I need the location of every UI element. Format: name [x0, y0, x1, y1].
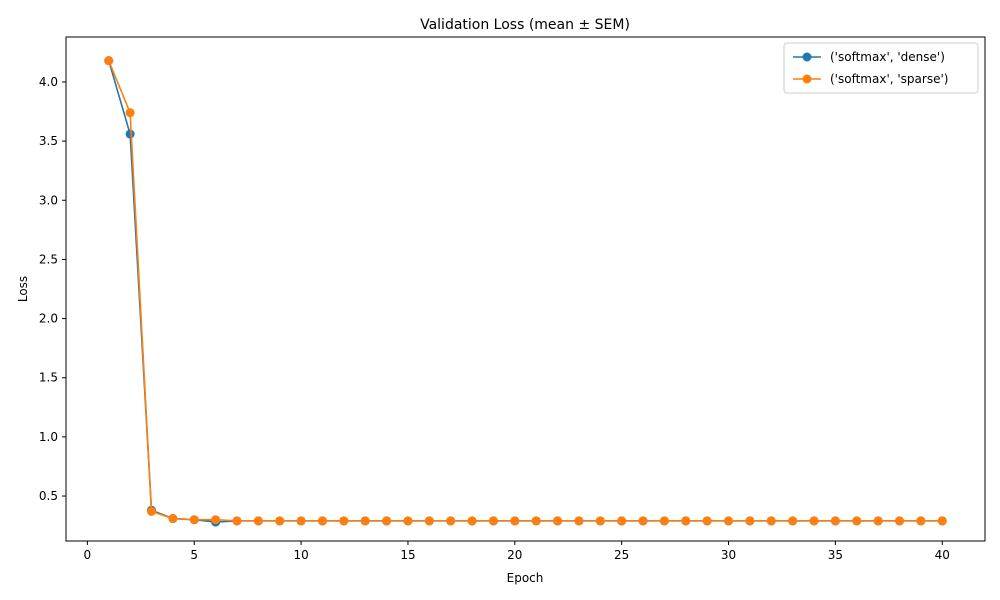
- data-point: [574, 516, 584, 526]
- y-axis-label: Loss: [16, 276, 30, 302]
- data-point: [702, 516, 712, 526]
- data-point: [488, 516, 498, 526]
- plot-area: [104, 56, 947, 527]
- data-point: [531, 516, 541, 526]
- data-point: [339, 516, 349, 526]
- x-tick-label: 0: [84, 548, 92, 562]
- y-tick-label: 0.5: [39, 489, 58, 503]
- data-point: [253, 516, 263, 526]
- data-point: [104, 56, 114, 66]
- legend-label: ('softmax', 'dense'): [830, 50, 945, 64]
- y-axis: 0.5 1.0 1.5 2.0 2.5 3.0 3.5 4.0: [39, 75, 66, 503]
- series-1: [104, 56, 947, 526]
- data-point: [595, 516, 605, 526]
- data-point: [766, 516, 776, 526]
- legend-item: ('softmax', 'sparse'): [793, 72, 948, 86]
- data-point: [916, 516, 926, 526]
- y-tick-label: 4.0: [39, 75, 58, 89]
- data-point: [403, 516, 413, 526]
- series-line: [107, 60, 943, 523]
- data-point: [467, 516, 477, 526]
- data-point: [211, 515, 221, 525]
- data-point: [638, 516, 648, 526]
- y-tick-label: 2.5: [39, 252, 58, 266]
- series-line: [108, 60, 943, 522]
- data-point: [510, 516, 520, 526]
- x-tick-label: 5: [190, 548, 198, 562]
- data-point: [745, 516, 755, 526]
- legend-item: ('softmax', 'dense'): [793, 50, 945, 64]
- data-point: [809, 516, 819, 526]
- plot-frame: [65, 36, 986, 542]
- y-tick-label: 2.0: [39, 312, 58, 326]
- data-point: [659, 516, 669, 526]
- data-point: [446, 516, 456, 526]
- legend-marker: [802, 74, 812, 84]
- legend-box: [783, 42, 979, 94]
- legend-marker: [802, 52, 812, 62]
- data-point: [617, 516, 627, 526]
- data-point: [189, 515, 199, 525]
- x-tick-label: 30: [721, 548, 736, 562]
- x-tick-label: 35: [828, 548, 843, 562]
- data-point: [830, 516, 840, 526]
- data-point: [296, 516, 306, 526]
- data-point: [360, 516, 370, 526]
- legend-label: ('softmax', 'sparse'): [830, 72, 948, 86]
- y-tick-label: 3.5: [39, 134, 58, 148]
- x-tick-label: 20: [507, 548, 522, 562]
- data-point: [937, 516, 947, 526]
- data-point: [424, 516, 434, 526]
- legend: ('softmax', 'dense') ('softmax', 'sparse'…: [783, 42, 979, 94]
- data-point: [125, 129, 135, 139]
- x-axis: 0 5 10 15 20 25 30 35 40: [84, 541, 950, 562]
- data-point: [553, 516, 563, 526]
- y-tick-label: 3.0: [39, 193, 58, 207]
- data-point: [788, 516, 798, 526]
- chart-title: Validation Loss (mean ± SEM): [420, 17, 630, 33]
- x-tick-label: 40: [935, 548, 950, 562]
- x-tick-label: 25: [614, 548, 629, 562]
- data-point: [873, 516, 883, 526]
- data-point: [146, 506, 156, 516]
- data-point: [382, 516, 392, 526]
- data-point: [724, 516, 734, 526]
- x-tick-label: 10: [293, 548, 308, 562]
- data-point: [852, 516, 862, 526]
- data-point: [125, 108, 135, 118]
- data-point: [232, 516, 242, 526]
- data-point: [168, 514, 178, 524]
- y-tick-label: 1.5: [39, 371, 58, 385]
- y-tick-label: 1.0: [39, 430, 58, 444]
- series-0: [104, 56, 947, 527]
- data-point: [895, 516, 905, 526]
- data-point: [275, 516, 285, 526]
- x-tick-label: 15: [400, 548, 415, 562]
- data-point: [681, 516, 691, 526]
- x-axis-label: Epoch: [507, 571, 544, 585]
- data-point: [317, 516, 327, 526]
